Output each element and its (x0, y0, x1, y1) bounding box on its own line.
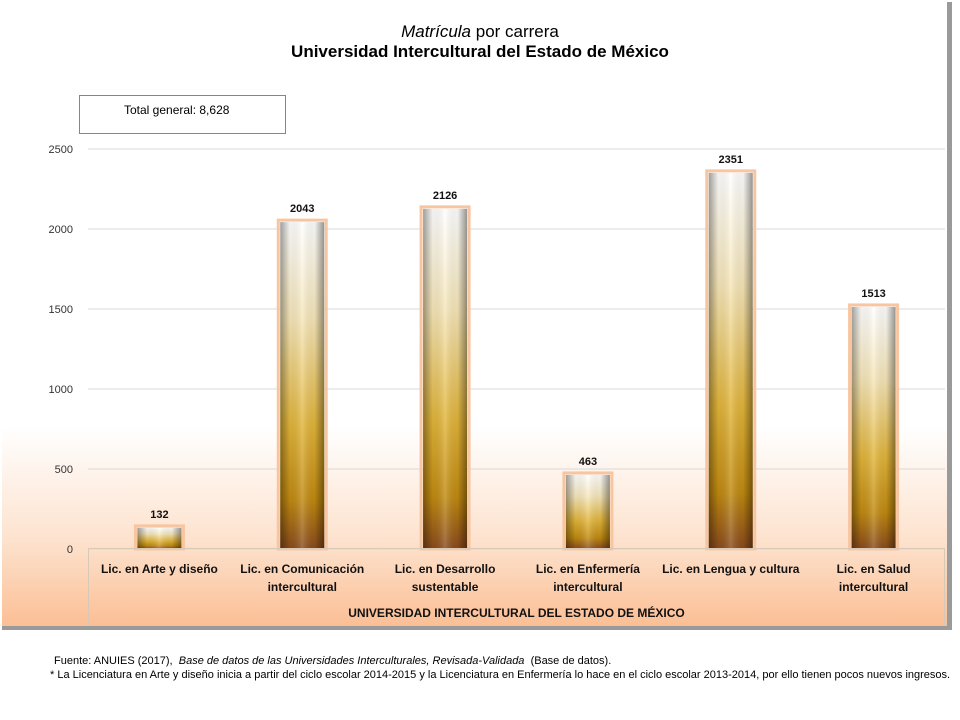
x-category-label: Lic. en Salud intercultural (799, 560, 949, 596)
x-axis-group-label: UNIVERSIDAD INTERCULTURAL DEL ESTADO DE … (348, 606, 685, 620)
x-category-label: Lic. en Desarrollo sustentable (370, 560, 520, 596)
y-tick-label: 2000 (49, 224, 73, 236)
source-note: Fuente: ANUIES (2017), Base de datos de … (50, 654, 955, 668)
y-tick-label: 2500 (49, 144, 73, 156)
data-labels: 132 2043 2126 463 2351 1513 (150, 154, 886, 521)
y-tick-label: 1000 (49, 384, 73, 396)
x-category-label: Lic. en Lengua y cultura (656, 560, 806, 578)
explanatory-note: * La Licenciatura en Arte y diseño inici… (50, 669, 951, 681)
x-category-label-line: intercultural (553, 580, 623, 594)
x-category-label: Lic. en Arte y diseño (84, 560, 234, 578)
x-category-label-line: sustentable (411, 580, 479, 594)
source-suffix: (Base de datos). (530, 655, 612, 667)
title-rest: por carrera (471, 22, 559, 41)
x-category-label-line: Lic. en Arte y diseño (100, 562, 218, 576)
x-category-label: Lic. en Enfermería intercultural (513, 560, 663, 596)
bar-shading (708, 172, 753, 549)
bar-shading (565, 474, 610, 549)
data-label: 2043 (290, 203, 314, 215)
x-axis-category-box (88, 548, 945, 626)
y-tick-label: 500 (55, 464, 73, 476)
gridlines (88, 148, 945, 550)
bar-shading (280, 222, 325, 549)
chart-title-line2: Universidad Intercultural del Estado de … (291, 42, 669, 61)
x-category-label: Lic. en Comunicación intercultural (227, 560, 377, 596)
data-label: 2126 (433, 190, 457, 202)
chart-title: Matrícula por carrera Universidad Interc… (0, 22, 960, 62)
y-tick-label: 1500 (49, 304, 73, 316)
x-category-label-line: intercultural (838, 580, 909, 594)
bar-shading (137, 527, 182, 549)
x-category-label-line: Lic. en Salud (836, 562, 911, 576)
x-category-label-line: Lic. en Desarrollo (394, 562, 496, 576)
footnotes: Fuente: ANUIES (2017), Base de datos de … (50, 654, 955, 682)
title-italic-word: Matrícula (401, 22, 472, 41)
bar-shading (423, 208, 468, 549)
data-label: 463 (579, 456, 597, 468)
x-category-label-line: Lic. en Lengua y cultura (662, 562, 800, 576)
bars (133, 169, 900, 551)
y-tick-label: 0 (67, 544, 73, 556)
x-category-label-line: Lic. en Comunicación (240, 562, 365, 576)
y-axis-ticks: 0 500 1000 1500 2000 2500 (49, 144, 73, 556)
chart-title-line1: Matrícula por carrera (0, 22, 960, 42)
data-label: 1513 (861, 288, 885, 300)
total-general-box: Total general: 8,628 (79, 95, 286, 134)
data-label: 2351 (719, 154, 743, 166)
x-category-label-line: intercultural (267, 580, 337, 594)
x-category-label-line: Lic. en Enfermería (535, 562, 640, 576)
data-label: 132 (150, 509, 168, 521)
bar-shading (851, 306, 896, 549)
source-title: Base de datos de las Universidades Inter… (178, 655, 525, 667)
source-prefix: Fuente: ANUIES (2017), (54, 655, 173, 667)
